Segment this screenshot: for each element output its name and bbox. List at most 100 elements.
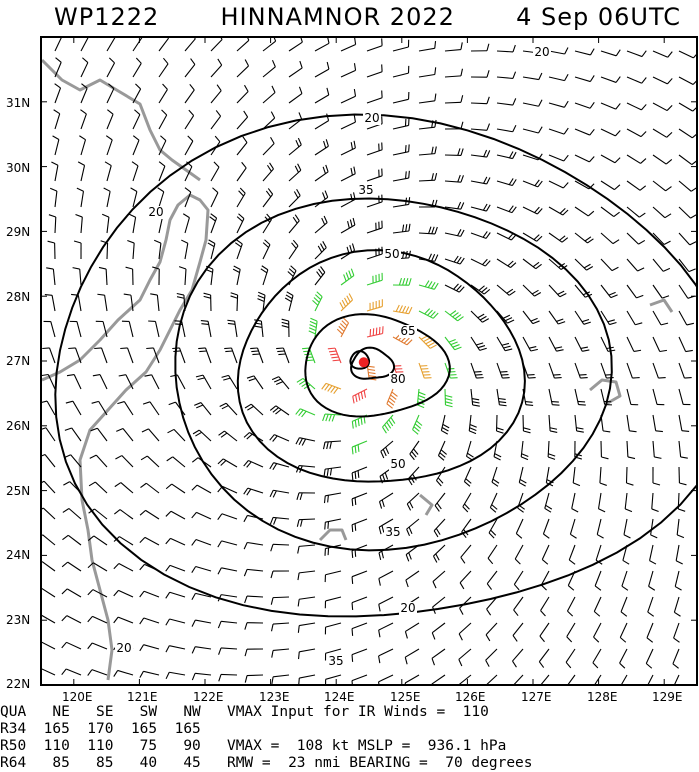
wind-barb [652, 128, 673, 138]
contour-label: 80 [389, 372, 407, 386]
title-bar: WP1222 HINNAMNOR 2022 4 Sep 06UTC [0, 0, 699, 34]
wind-barb [678, 232, 697, 246]
wind-barb [568, 544, 576, 565]
wind-barb [66, 373, 82, 390]
wind-barb [210, 187, 219, 208]
wind-barb [80, 57, 89, 78]
wind-barb [544, 492, 553, 513]
wind-barb [327, 347, 342, 364]
wind-barb [351, 518, 368, 533]
storm-name: HINNAMNOR 2022 [220, 3, 455, 31]
wind-barb [69, 320, 82, 338]
wind-barb [314, 61, 330, 78]
wind-barb [351, 492, 368, 507]
wind-barb [678, 466, 687, 486]
lon-label: 121E [127, 690, 158, 704]
wind-barb [72, 267, 82, 286]
wind-barb [106, 83, 115, 104]
wind-barb [244, 595, 264, 604]
wind-barb [673, 674, 680, 685]
wind-barb [269, 516, 290, 525]
wind-barb [645, 648, 654, 669]
wind-barb [380, 440, 394, 459]
wind-barb [115, 455, 134, 468]
island-coast-2 [589, 378, 622, 406]
wind-barb [432, 570, 446, 589]
wind-barb [366, 64, 383, 78]
wind-barb [574, 414, 584, 433]
wind-barb [444, 201, 465, 210]
wind-barb [626, 336, 642, 352]
lat-label: 25N [6, 484, 31, 498]
wind-barb [651, 492, 659, 512]
wind-barb [165, 483, 186, 494]
isotach-contours [54, 113, 697, 618]
lat-label: 24N [6, 548, 31, 562]
wind-barb [459, 596, 472, 615]
wind-barb [322, 413, 342, 422]
wind-barb [418, 172, 438, 182]
wind-barb [418, 335, 437, 349]
lat-label: 26N [6, 419, 31, 433]
wind-barb [218, 430, 238, 442]
wind-barb [41, 561, 56, 572]
wind-barb [496, 44, 516, 53]
wind-barb [76, 187, 85, 208]
wind-barb [599, 466, 607, 486]
axis-ticks [41, 37, 697, 686]
wind-barb [339, 293, 354, 312]
wind-barb [433, 518, 446, 538]
wind-barb [566, 596, 576, 617]
wind-barb [351, 596, 368, 610]
wind-barb [184, 109, 195, 130]
wind-barb [626, 206, 646, 218]
wind-barb [297, 648, 316, 660]
wind-barb [323, 466, 342, 477]
wind-barb [548, 100, 569, 108]
wind-barb [246, 375, 264, 390]
wind-barb [522, 72, 543, 81]
wind-barb [351, 648, 368, 662]
wind-barb [139, 670, 160, 678]
wind-barb [61, 615, 82, 624]
wind-barb [271, 648, 290, 658]
wind-barb [132, 37, 143, 52]
wind-barb [652, 284, 670, 299]
svg-text:20: 20 [116, 641, 131, 655]
wind-barb [542, 518, 550, 539]
wind-barb [139, 509, 160, 520]
wind-barb [548, 310, 566, 325]
wind-barb [444, 255, 465, 265]
wind-barb [652, 102, 673, 112]
wind-barb [236, 84, 249, 104]
wind-barb [470, 362, 484, 379]
wind-barb [600, 440, 609, 460]
wind-barb [626, 50, 647, 58]
wind-barb [288, 163, 302, 182]
wind-barb [165, 645, 186, 653]
wind-barb [191, 619, 212, 627]
wind-barb [366, 326, 384, 338]
wind-barb [600, 154, 621, 164]
wind-barb [236, 110, 249, 130]
wind-barb [150, 293, 160, 312]
wind-barb [593, 622, 602, 643]
lat-label: 29N [6, 225, 31, 239]
wind-barb [462, 492, 472, 513]
wind-barb [416, 388, 426, 409]
wind-barb [41, 534, 56, 546]
wind-barb [41, 614, 56, 624]
wind-barb [418, 362, 432, 379]
wind-barb [352, 388, 368, 404]
wind-barb [234, 239, 243, 260]
wind-barb [496, 124, 517, 133]
wind-barb [269, 462, 290, 471]
wind-barb [68, 347, 82, 364]
wind-barb [459, 570, 472, 590]
wind-barb [200, 320, 212, 338]
wind-barb [152, 266, 160, 286]
wind-barb [378, 570, 394, 586]
wind-barb [678, 180, 697, 192]
wind-barb [652, 362, 666, 379]
svg-text:20: 20 [364, 111, 379, 125]
